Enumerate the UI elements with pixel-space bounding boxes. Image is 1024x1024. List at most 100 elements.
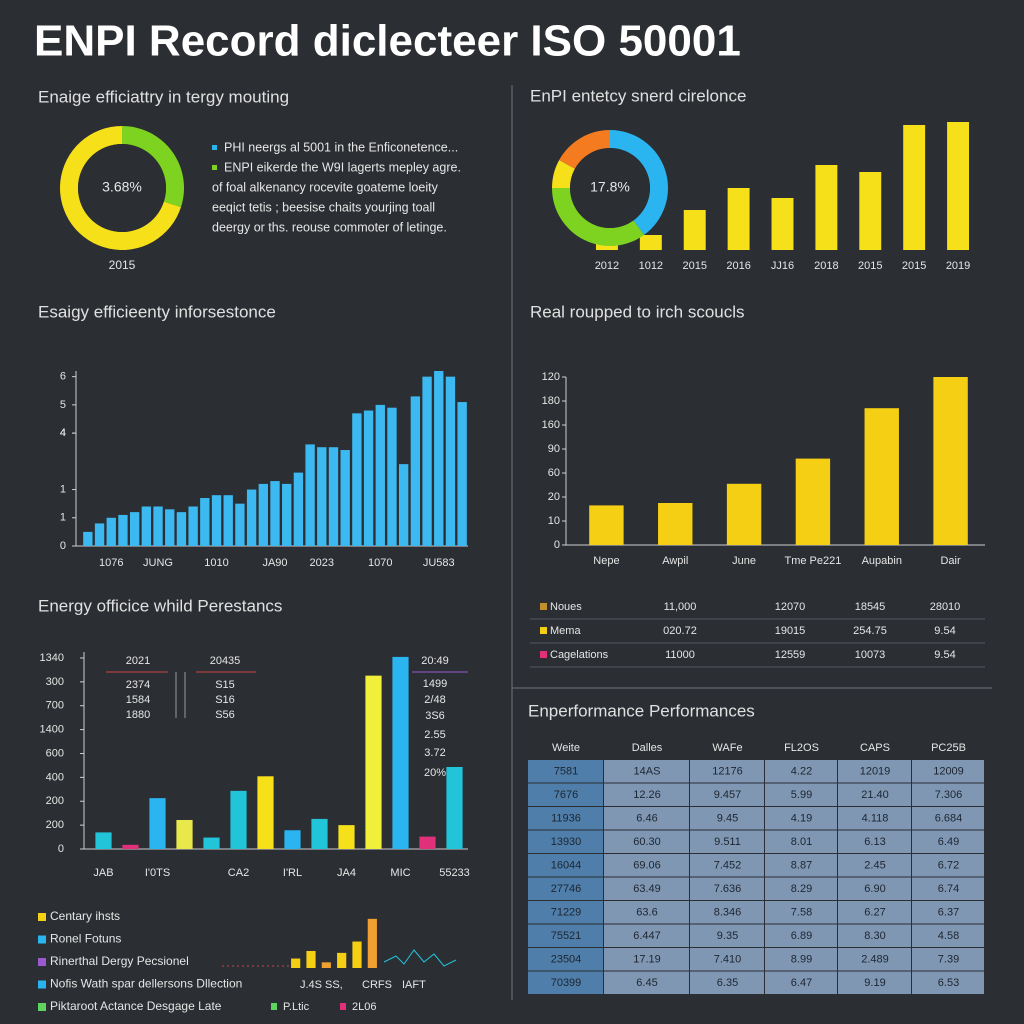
center-label: 3.68% xyxy=(102,179,142,195)
table-cell: 6.13 xyxy=(864,836,885,848)
table-cell: 020.72 xyxy=(663,625,697,637)
y-tick-label: 4 xyxy=(60,427,66,439)
table-cell: 2.45 xyxy=(864,859,885,871)
y-tick-label: 160 xyxy=(542,419,560,431)
bar xyxy=(230,790,247,849)
table-cell: Mema xyxy=(550,625,581,637)
bar xyxy=(658,503,693,545)
x-tick-label: JA90 xyxy=(262,557,287,569)
table-header: CAPS xyxy=(860,742,890,754)
x-tick-label: I'0TS xyxy=(145,867,170,879)
donut-segment xyxy=(552,160,575,188)
table-cell: 6.684 xyxy=(935,812,963,824)
bar xyxy=(176,819,193,849)
table-cell-bg xyxy=(690,783,764,806)
table-cell: 70399 xyxy=(551,977,582,989)
bar xyxy=(200,498,210,546)
bar xyxy=(352,413,362,546)
caption: 2015 xyxy=(109,258,136,272)
legend-label: Nofis Wath spar dellersons Dllection xyxy=(50,977,242,991)
table-cell-bg xyxy=(690,760,764,783)
table-cell-bg xyxy=(528,948,603,971)
donut-hole xyxy=(570,148,650,228)
decor-line xyxy=(383,949,457,967)
table-cell-bg xyxy=(690,948,764,971)
y-tick-label: 20 xyxy=(548,491,560,503)
y-tick-label: 0 xyxy=(554,539,560,551)
table-cell-bg xyxy=(838,783,911,806)
bar xyxy=(639,235,662,250)
bar xyxy=(365,675,382,849)
legend-swatch xyxy=(38,958,46,966)
legend-swatch xyxy=(540,627,547,634)
table-cell: 6.89 xyxy=(791,930,812,942)
bar xyxy=(176,512,187,546)
bar xyxy=(947,122,970,250)
annotation: 2/48 xyxy=(424,694,445,706)
bar xyxy=(387,407,397,546)
x-tick-label: JA4 xyxy=(337,867,356,879)
table-cell: 6.74 xyxy=(938,883,959,895)
bar xyxy=(398,464,409,546)
x-tick-label: Awpil xyxy=(662,555,688,567)
table-cell-bg xyxy=(528,901,603,924)
center-label: 17.8% xyxy=(590,179,630,195)
x-tick-label: Tme Pe221 xyxy=(784,555,841,567)
x-tick-label: MIC xyxy=(390,867,410,879)
y-tick-label: 5 xyxy=(60,399,66,411)
y-tick-label: 400 xyxy=(46,771,64,783)
table-cell: 9.457 xyxy=(714,789,742,801)
table-cell: 60.30 xyxy=(633,836,661,848)
table-cell: 4.22 xyxy=(791,765,812,777)
annotation: 20% xyxy=(424,767,446,779)
annotation: S56 xyxy=(215,709,235,721)
table-cell-bg xyxy=(604,924,689,947)
footer-label: SS, xyxy=(325,979,343,991)
table-cell-bg xyxy=(528,783,603,806)
bar xyxy=(223,495,233,546)
footer-label: IAFT xyxy=(402,979,426,991)
section-title: Enaige efficiattry in tergy mouting xyxy=(38,87,289,106)
table-cell: 6.46 xyxy=(636,812,657,824)
bar xyxy=(727,188,750,250)
bar xyxy=(410,396,421,546)
bar xyxy=(445,376,456,546)
table-cell: 7.39 xyxy=(938,953,959,965)
table-cell: 7.58 xyxy=(791,906,812,918)
table-cell-bg xyxy=(690,854,764,877)
legend-swatch xyxy=(38,980,46,989)
bar xyxy=(282,483,292,546)
table-cell: 6.90 xyxy=(864,883,885,895)
table-cell-bg xyxy=(604,830,689,853)
x-tick-label: Aupabin xyxy=(862,555,902,567)
table-cell: 6.27 xyxy=(864,906,885,918)
x-tick-label: I'RL xyxy=(283,867,302,879)
bar xyxy=(321,962,331,968)
y-tick-label: 10 xyxy=(548,515,560,527)
table-cell: 7581 xyxy=(554,765,578,777)
section-title: Esaigy efficieenty inforsestonce xyxy=(38,302,276,321)
table-cell: 63.6 xyxy=(636,906,657,918)
table-cell-bg xyxy=(528,830,603,853)
table-cell: 12176 xyxy=(712,765,743,777)
section-title: Real roupped to irch scoucls xyxy=(530,302,745,321)
annotation: 3S6 xyxy=(425,710,445,722)
page-title: ENPI Record diclecteer ISO 50001 xyxy=(34,17,741,66)
table-cell-bg xyxy=(912,948,984,971)
table-cell: 12019 xyxy=(860,765,891,777)
table-cell: 17.19 xyxy=(633,953,661,965)
table-cell: 7.452 xyxy=(714,859,742,871)
note: ENPI eikerde the W9I lagerts mepley agre… xyxy=(224,160,461,174)
table-cell-bg xyxy=(838,948,911,971)
table-cell: 19015 xyxy=(775,625,806,637)
x-tick-label: June xyxy=(732,555,756,567)
table-header: WAFe xyxy=(712,742,742,754)
y-tick-label: 200 xyxy=(46,795,64,807)
bar xyxy=(95,832,112,849)
section-title: Energy officice whild Perestancs xyxy=(38,596,282,615)
bar xyxy=(284,830,301,849)
table-cell: 6.37 xyxy=(938,906,959,918)
x-tick-label: 2012 xyxy=(595,260,619,272)
table-cell-bg xyxy=(528,877,603,900)
